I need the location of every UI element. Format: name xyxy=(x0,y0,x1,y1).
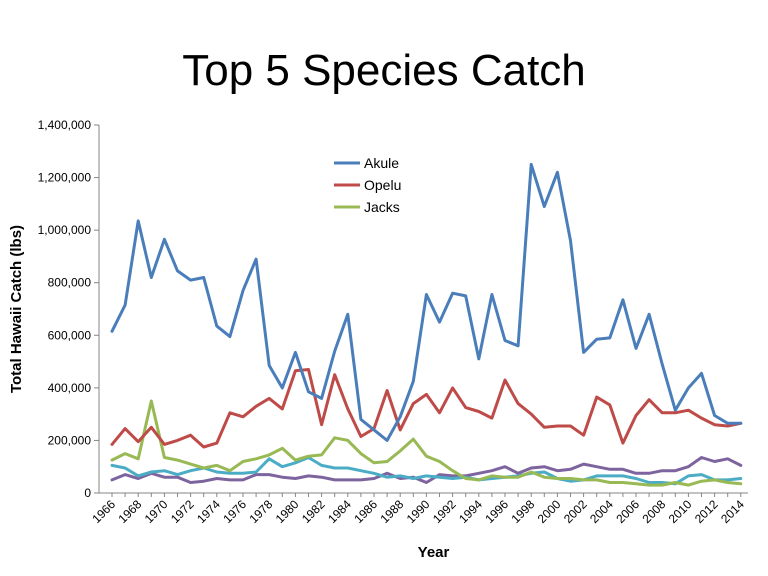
x-tick-label: 1970 xyxy=(142,497,171,526)
series-line xyxy=(110,456,743,486)
x-tick-label: 1980 xyxy=(273,497,302,526)
x-tick-label: 2000 xyxy=(535,497,564,526)
y-tick-label: 400,000 xyxy=(48,381,92,395)
x-tick-label: 1998 xyxy=(509,497,538,526)
series-line xyxy=(110,456,743,484)
series-line-akule xyxy=(110,162,743,442)
chart-title: Top 5 Species Catch xyxy=(182,46,586,95)
y-tick-label: 0 xyxy=(84,486,91,500)
x-tick-label: 2006 xyxy=(613,497,642,526)
x-tick-label: 1978 xyxy=(247,497,276,526)
plot-area: 0 200,000 400,000 600,000 800,000 1,000,000 1,… xyxy=(38,118,748,526)
x-tick-label: 1974 xyxy=(194,497,223,526)
legend-label-akule: Akule xyxy=(364,155,399,171)
x-tick-label: 1990 xyxy=(404,497,433,526)
y-tick-label: 200,000 xyxy=(48,433,92,447)
x-tick-label: 2010 xyxy=(666,497,695,526)
x-tick-label: 1984 xyxy=(325,497,354,526)
x-tick-label: 1976 xyxy=(220,497,249,526)
x-tick-label: 1966 xyxy=(89,497,118,526)
y-tick-label: 1,200,000 xyxy=(38,171,92,185)
series-line-opelu xyxy=(110,368,743,449)
x-tick-label: 1994 xyxy=(456,497,485,526)
series-line-jacks xyxy=(110,399,743,487)
y-tick-label: 600,000 xyxy=(48,328,92,342)
x-tick-label: 2004 xyxy=(587,497,616,526)
y-axis-title: Total Hawaii Catch (lbs) xyxy=(8,225,25,393)
x-tick-label: 2008 xyxy=(640,497,669,526)
x-tick-label: 2012 xyxy=(692,497,721,526)
x-tick-label: 1982 xyxy=(299,497,328,526)
x-tick-label: 1988 xyxy=(378,497,407,526)
legend-label-opelu: Opelu xyxy=(364,177,401,193)
x-tick-label: 1986 xyxy=(351,497,380,526)
x-axis-title: Year xyxy=(418,544,450,561)
x-tick-label: 1992 xyxy=(430,497,459,526)
y-tick-label: 1,000,000 xyxy=(38,223,92,237)
x-tick-label: 2002 xyxy=(561,497,590,526)
y-tick-label: 800,000 xyxy=(48,276,92,290)
x-tick-label: 1972 xyxy=(168,497,197,526)
x-tick-label: 1968 xyxy=(116,497,145,526)
x-tick-label: 2014 xyxy=(718,497,747,526)
legend-label-jacks: Jacks xyxy=(364,199,400,215)
y-tick-label: 1,400,000 xyxy=(38,118,92,132)
x-tick-label: 1996 xyxy=(482,497,511,526)
